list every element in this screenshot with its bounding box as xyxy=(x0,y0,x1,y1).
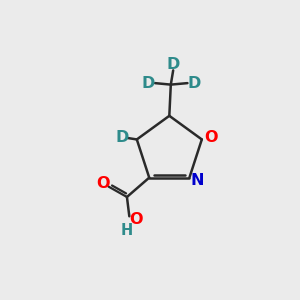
Text: D: D xyxy=(115,130,129,145)
Text: D: D xyxy=(187,76,201,91)
Text: H: H xyxy=(120,223,133,238)
Text: O: O xyxy=(96,176,110,190)
Text: N: N xyxy=(191,172,205,188)
Text: O: O xyxy=(129,212,142,227)
Text: D: D xyxy=(167,58,180,73)
Text: O: O xyxy=(204,130,218,146)
Text: D: D xyxy=(142,76,155,91)
